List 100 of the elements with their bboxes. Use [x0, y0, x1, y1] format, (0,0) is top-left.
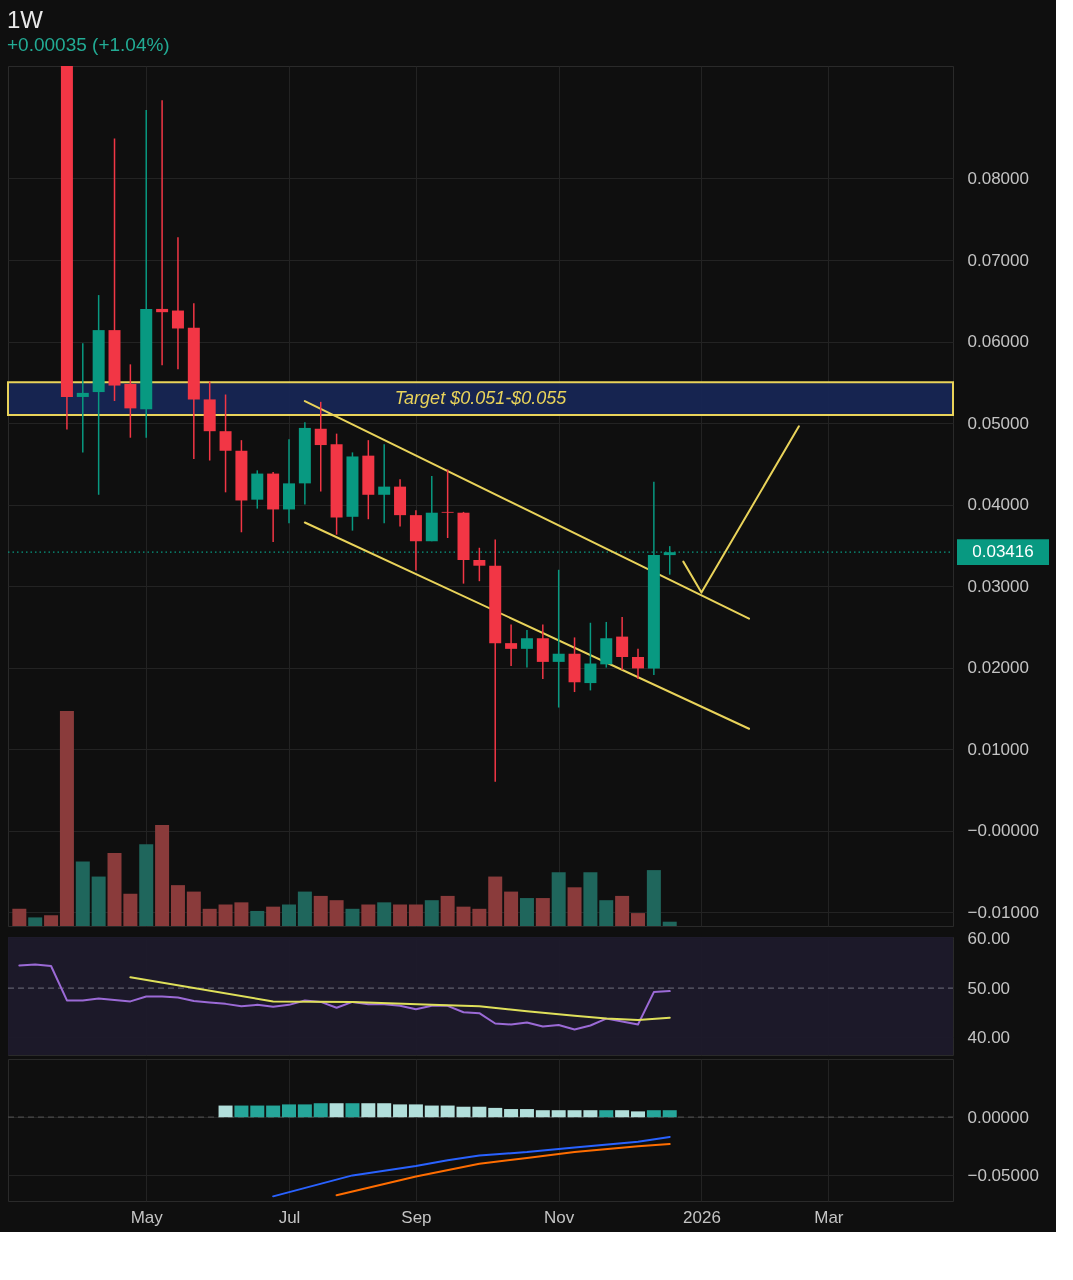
bar — [646, 870, 661, 926]
bar — [567, 887, 582, 926]
bar — [535, 898, 550, 926]
candlestick — [616, 616, 629, 671]
bar — [424, 1105, 439, 1118]
chart-title: 1W — [7, 6, 44, 34]
bar — [250, 910, 265, 926]
bar — [361, 1103, 376, 1118]
bar — [250, 1105, 265, 1118]
candlestick — [505, 623, 518, 667]
y-tick-label: 0.08000 — [967, 168, 1029, 188]
y-tick-label: −0.05000 — [967, 1165, 1039, 1185]
candlestick — [378, 443, 391, 525]
bar — [615, 1110, 630, 1118]
bar — [186, 891, 201, 926]
bar — [266, 1105, 281, 1118]
bar — [440, 895, 455, 926]
bar — [297, 1104, 312, 1118]
bar — [504, 1109, 519, 1118]
y-tick-label: 0.07000 — [967, 250, 1029, 270]
candlestick — [520, 629, 533, 669]
candlestick — [473, 547, 486, 582]
bar — [329, 1103, 344, 1118]
x-tick-label: May — [130, 1207, 164, 1227]
bar — [535, 1110, 550, 1118]
candlestick — [314, 401, 327, 493]
line-series — [18, 963, 671, 1031]
bar — [12, 908, 27, 926]
bar — [202, 908, 217, 926]
bar — [170, 885, 185, 926]
bar — [488, 876, 503, 926]
bar — [551, 1110, 566, 1118]
y-tick-label: 0.06000 — [967, 332, 1029, 352]
y-tick-label: −0.00000 — [967, 821, 1039, 841]
bar — [234, 1105, 249, 1118]
x-tick-label: 2026 — [683, 1207, 721, 1227]
bar — [377, 902, 392, 926]
bar — [91, 876, 106, 926]
bar — [282, 1104, 297, 1118]
x-tick-label: Mar — [814, 1207, 844, 1227]
candlestick — [552, 569, 565, 709]
candlestick — [441, 468, 454, 539]
chart-subtitle: +0.00035 (+1.04%) — [7, 34, 170, 56]
candlestick — [219, 393, 232, 494]
bar — [345, 908, 360, 926]
bar — [377, 1103, 392, 1118]
bar — [297, 891, 312, 926]
candlestick — [584, 622, 597, 692]
y-tick-label: 0.01000 — [967, 739, 1029, 759]
bar — [313, 1103, 328, 1118]
y-tick-label: 40.00 — [967, 1027, 1011, 1047]
y-tick-label: 0.03000 — [967, 576, 1029, 596]
bar — [28, 917, 43, 926]
bar — [662, 1110, 677, 1118]
bar — [440, 1105, 455, 1118]
y-tick-label: 0.04000 — [967, 495, 1029, 515]
bar — [393, 904, 408, 926]
bar — [408, 904, 423, 926]
candlestick — [536, 623, 549, 680]
y-tick-label: 60.00 — [967, 929, 1011, 949]
bar — [424, 900, 439, 926]
bar — [361, 904, 376, 926]
bar — [662, 921, 677, 926]
candlestick — [171, 236, 184, 370]
bar — [519, 1109, 534, 1118]
bar — [408, 1104, 423, 1118]
y-tick-label: 50.00 — [967, 978, 1011, 998]
y-tick-label: −0.01000 — [967, 902, 1039, 922]
bar — [75, 861, 90, 926]
candlestick — [76, 342, 89, 454]
bar — [631, 913, 645, 926]
band-label: Target $0.051-$0.055 — [394, 387, 568, 408]
candlestick — [156, 99, 169, 366]
line-series — [335, 1142, 671, 1197]
x-tick-label: Nov — [544, 1207, 575, 1227]
bar — [313, 895, 328, 926]
bar — [266, 906, 281, 926]
line-series — [272, 1135, 671, 1198]
bar — [282, 904, 297, 926]
bar — [599, 1110, 614, 1118]
x-tick-label: Sep — [401, 1207, 432, 1227]
bar — [551, 872, 566, 926]
bar — [218, 1105, 233, 1118]
ref-line-label: 0.03416 — [972, 542, 1034, 562]
bar — [345, 1103, 360, 1118]
bar — [488, 1107, 503, 1118]
bar — [59, 711, 74, 926]
y-tick-label: 0.05000 — [967, 413, 1029, 433]
bar — [599, 900, 614, 926]
bar — [504, 891, 519, 926]
bar — [329, 900, 344, 926]
bar — [139, 844, 154, 926]
bar — [155, 824, 170, 926]
bar — [646, 1110, 661, 1118]
y-tick-label: 0.02000 — [967, 658, 1029, 678]
bar — [615, 895, 630, 926]
bar — [583, 872, 598, 926]
y-tick-label: 0.00000 — [967, 1107, 1029, 1127]
line-series — [129, 976, 671, 1022]
bar — [519, 898, 534, 926]
